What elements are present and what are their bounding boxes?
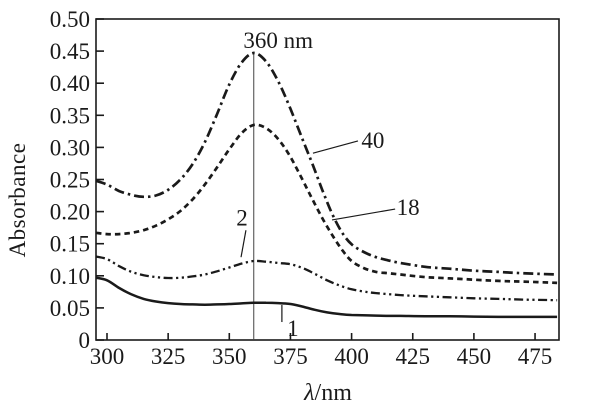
x-axis-tick-label: 450 xyxy=(457,344,492,369)
x-axis-tick-label: 350 xyxy=(212,344,247,369)
annotation-18: 18 xyxy=(397,195,420,220)
x-axis-tick-label: 425 xyxy=(396,344,431,369)
y-axis-tick-label: 0.45 xyxy=(50,39,90,64)
y-axis-tick-label: 0.25 xyxy=(50,168,90,193)
x-axis-tick-label: 400 xyxy=(334,344,369,369)
y-axis-title: Absorbance xyxy=(5,142,30,258)
annotation-40: 40 xyxy=(361,128,384,153)
y-axis-tick-label: 0.15 xyxy=(50,232,90,257)
leader-line-18 xyxy=(331,208,396,221)
y-axis-tick-label: 0.05 xyxy=(50,296,90,321)
curve-2 xyxy=(95,255,558,302)
x-axis-tick-label: 325 xyxy=(151,344,186,369)
leader-line-40 xyxy=(312,140,359,154)
curve-1 xyxy=(95,276,558,319)
x-axis-tick-label: 475 xyxy=(518,344,553,369)
y-axis-tick-label: 0 xyxy=(79,328,91,353)
y-axis-tick-label: 0.20 xyxy=(50,200,90,225)
curve-40 xyxy=(95,51,558,276)
x-axis-tick-label: 300 xyxy=(90,344,125,369)
annotation-2: 2 xyxy=(236,206,248,231)
annotation-360-nm: 360 nm xyxy=(243,28,313,53)
annotation-1: 1 xyxy=(287,316,299,341)
x-axis-title: λ/nm xyxy=(304,380,352,407)
x-axis-tick-label: 375 xyxy=(273,344,308,369)
x-axis-title-symbol: λ xyxy=(304,380,315,406)
y-axis-tick-label: 0.40 xyxy=(50,71,90,96)
y-axis-tick-label: 0.30 xyxy=(50,135,90,160)
plot-frame xyxy=(95,18,560,341)
y-axis-tick-label: 0.10 xyxy=(50,264,90,289)
y-axis-tick-label: 0.50 xyxy=(50,7,90,32)
x-axis-title-unit: /nm xyxy=(314,380,352,406)
y-axis-tick-label: 0.35 xyxy=(50,103,90,128)
leader-line-2 xyxy=(240,230,247,258)
